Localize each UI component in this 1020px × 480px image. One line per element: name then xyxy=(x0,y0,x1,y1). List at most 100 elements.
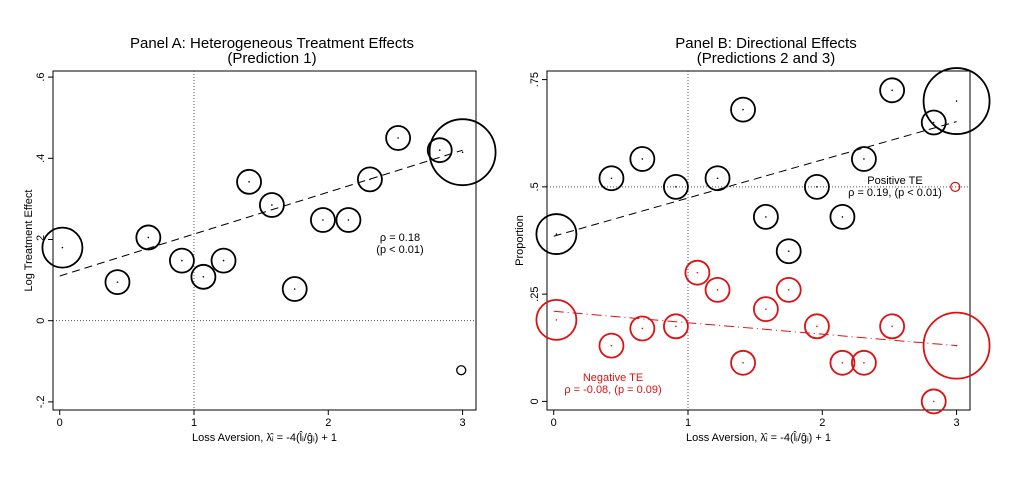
data-point-center xyxy=(787,250,790,253)
data-point xyxy=(775,238,802,265)
data-point xyxy=(663,313,689,340)
data-point xyxy=(775,276,802,303)
data-point xyxy=(829,349,856,376)
chart-subtitle: (Prediction 1) xyxy=(227,50,316,67)
chart-title: Panel A: Heterogeneous Treatment Effects xyxy=(130,35,414,52)
data-point-center xyxy=(955,344,958,347)
data-point xyxy=(281,276,308,302)
data-point xyxy=(752,296,779,323)
data-point-center xyxy=(347,219,350,221)
data-point-center xyxy=(765,308,767,310)
data-point-center xyxy=(765,216,767,218)
data-point-center xyxy=(863,158,865,160)
data-point xyxy=(684,259,711,286)
x-tick-label: 1 xyxy=(191,417,197,429)
y-tick-label: .25 xyxy=(529,286,541,301)
x-tick-label: 3 xyxy=(954,417,960,429)
x-tick-label: 0 xyxy=(57,417,63,429)
data-point-center xyxy=(932,400,935,403)
data-point xyxy=(535,213,578,255)
data-point xyxy=(629,315,656,342)
y-tick-label: -.2 xyxy=(35,395,47,408)
data-point xyxy=(704,276,731,303)
data-point-center xyxy=(181,259,183,262)
data-point-center xyxy=(222,259,225,262)
data-point xyxy=(41,226,84,269)
chart-title: Panel B: Directional Effects xyxy=(675,35,856,52)
data-point xyxy=(920,109,947,136)
y-tick-label: .75 xyxy=(529,72,541,87)
data-point xyxy=(385,125,412,151)
data-point xyxy=(950,181,961,193)
series-1: ρ = 0.18(p < 0.01) xyxy=(41,118,497,376)
data-point-center xyxy=(787,289,790,291)
data-point xyxy=(879,77,906,104)
data-point xyxy=(730,96,756,123)
data-point-center xyxy=(202,276,205,278)
data-point-center xyxy=(742,108,744,111)
x-axis-label: Loss Aversion, λ̂ᵢ = -4(l̂ᵢ/ĝᵢ) + 1 xyxy=(686,430,831,444)
data-point xyxy=(922,311,991,380)
y-tick-label: 0 xyxy=(529,398,541,404)
data-point-center xyxy=(438,149,441,151)
data-point xyxy=(135,224,162,251)
y-tick-label: .2 xyxy=(35,235,47,244)
data-point-center xyxy=(675,186,677,188)
data-point-center xyxy=(716,289,719,291)
fit-line xyxy=(59,149,463,277)
data-point-center xyxy=(863,361,865,364)
data-point xyxy=(629,146,656,172)
data-point xyxy=(663,173,689,200)
data-point xyxy=(210,247,237,274)
data-point xyxy=(851,146,877,172)
data-point xyxy=(426,137,453,164)
series-annotation: (p < 0.01) xyxy=(376,244,423,256)
x-tick-label: 2 xyxy=(325,417,331,429)
data-point-center xyxy=(891,325,893,328)
data-point xyxy=(357,166,383,193)
data-point-center xyxy=(147,236,150,239)
data-point xyxy=(879,313,906,340)
chart-subtitle: (Predictions 2 and 3) xyxy=(697,50,835,67)
data-point xyxy=(190,263,217,290)
y-axis-label: Proportion xyxy=(514,215,526,266)
panel-a: Panel A: Heterogeneous Treatment Effects… xyxy=(23,35,497,444)
data-point xyxy=(598,165,625,192)
data-point-center xyxy=(716,177,719,180)
data-point xyxy=(829,203,856,230)
data-point-center xyxy=(841,361,844,364)
plot-frame xyxy=(52,70,477,411)
data-point xyxy=(169,247,195,274)
series-annotation: Positive TE xyxy=(867,175,922,187)
data-point-center xyxy=(271,204,273,206)
y-tick-label: 0 xyxy=(35,318,47,324)
data-point xyxy=(804,173,830,200)
series-annotation: ρ = 0.18 xyxy=(380,232,420,244)
x-tick-label: 2 xyxy=(819,417,825,429)
data-point xyxy=(598,332,625,359)
x-tick-label: 1 xyxy=(685,417,691,429)
data-point-center xyxy=(248,181,250,183)
data-point xyxy=(535,298,578,341)
data-point-center xyxy=(555,233,558,235)
x-tick-label: 3 xyxy=(460,417,466,429)
data-point xyxy=(236,168,262,195)
series-annotation: ρ = -0.08, (p = 0.09) xyxy=(564,384,661,396)
data-point-center xyxy=(369,178,371,181)
y-tick-label: .6 xyxy=(35,72,47,81)
x-tick-label: 0 xyxy=(551,417,557,429)
data-point-center xyxy=(841,216,844,218)
data-point xyxy=(922,67,991,135)
x-axis-label: Loss Aversion, λ̂ᵢ = -4(l̂ᵢ/ĝᵢ) + 1 xyxy=(192,430,337,444)
data-point-center xyxy=(955,100,958,102)
data-point xyxy=(920,388,947,415)
data-point-center xyxy=(397,137,399,139)
plot-frame xyxy=(546,70,971,411)
series-annotation: Negative TE xyxy=(583,372,643,384)
data-point-center xyxy=(816,186,818,188)
series-1: Positive TEρ = 0.19, (p < 0.01) xyxy=(535,67,991,265)
data-point-center xyxy=(61,246,64,249)
data-point-center xyxy=(932,121,935,124)
data-point-center xyxy=(610,344,613,347)
data-point-center xyxy=(610,177,613,180)
